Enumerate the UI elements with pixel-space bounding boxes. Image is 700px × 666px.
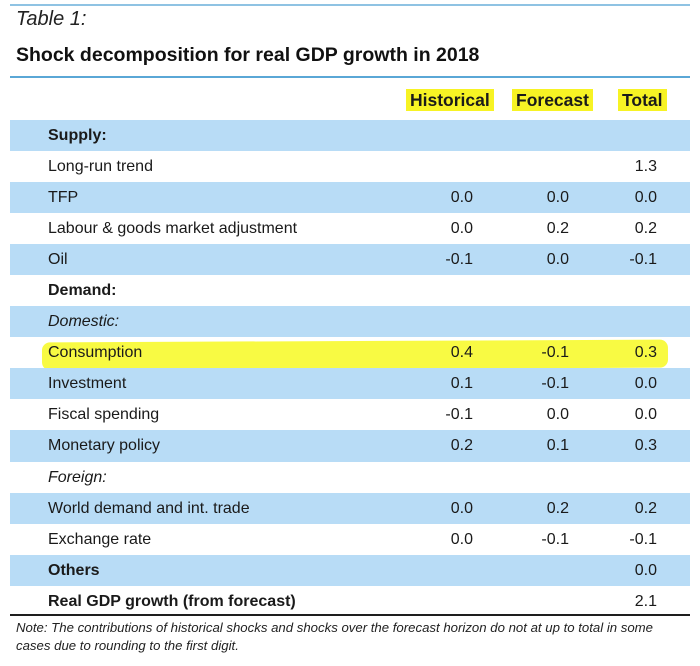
row-label: Fiscal spending	[48, 406, 160, 424]
table-row-oil: Oil -0.1 0.0 -0.1	[10, 244, 690, 276]
row-label: Consumption	[48, 344, 143, 362]
row-label: Supply:	[48, 127, 107, 144]
table-row-tfp: TFP 0.0 0.0 0.0	[10, 182, 690, 214]
cell-total: 0.3	[634, 344, 657, 362]
cell-historical: 0.4	[450, 344, 473, 362]
table-row-monetary-policy: Monetary policy 0.2 0.1 0.3	[10, 430, 690, 462]
cell-total: 0.0	[634, 406, 657, 424]
table-row-others: Others 0.0	[10, 554, 690, 586]
cell-forecast: -0.1	[541, 530, 569, 548]
column-header-total-label: Total	[618, 89, 667, 111]
row-label: Foreign:	[48, 468, 107, 486]
column-header-historical-label: Historical	[406, 89, 494, 111]
cell-total: 0.0	[634, 561, 657, 579]
cell-total: 0.0	[634, 375, 657, 393]
cell-historical: -0.1	[445, 251, 473, 269]
cell-forecast: 0.0	[546, 251, 569, 269]
row-label: Labour & goods market adjustment	[48, 220, 298, 238]
table-row-consumption: Consumption 0.4 -0.1 0.3	[10, 337, 690, 368]
table-row-foreign: Foreign:	[10, 462, 690, 493]
cell-total: 0.0	[634, 189, 657, 207]
table-row-domestic: Domestic:	[10, 306, 690, 338]
cell-total: 0.2	[634, 220, 657, 238]
table-row-demand: Demand:	[10, 275, 690, 306]
cell-total: -0.1	[629, 251, 657, 269]
row-label: TFP	[48, 189, 79, 207]
column-header-forecast: Forecast	[512, 86, 593, 114]
row-label: Demand:	[48, 282, 117, 300]
table-row-real-gdp-growth: Real GDP growth (from forecast) 2.1	[10, 586, 690, 617]
cell-forecast: 0.2	[546, 499, 569, 517]
cell-forecast: -0.1	[541, 344, 569, 362]
cell-forecast: 0.1	[546, 437, 569, 455]
table-row-world-demand: World demand and int. trade 0.0 0.2 0.2	[10, 492, 690, 524]
column-header-historical: Historical	[406, 86, 494, 114]
table-note: Note: The contributions of historical sh…	[16, 620, 654, 653]
cell-historical: 0.0	[450, 189, 473, 207]
cell-total: -0.1	[629, 530, 657, 548]
row-label: Others	[48, 561, 100, 579]
cell-historical: -0.1	[445, 406, 473, 424]
cell-historical: 0.2	[450, 437, 473, 455]
table-title: Shock decomposition for real GDP growth …	[16, 44, 480, 66]
cell-historical: 0.1	[450, 375, 473, 393]
table-row-exchange-rate: Exchange rate 0.0 -0.1 -0.1	[10, 524, 690, 555]
cell-historical: 0.0	[450, 499, 473, 517]
table-row-long-run-trend: Long-run trend 1.3	[10, 151, 690, 182]
table-row-supply: Supply:	[10, 120, 690, 152]
row-label: Investment	[48, 375, 127, 393]
cell-forecast: 0.2	[546, 220, 569, 238]
cell-historical: 0.0	[450, 530, 473, 548]
cell-total: 0.2	[634, 499, 657, 517]
table-row-fiscal-spending: Fiscal spending -0.1 0.0 0.0	[10, 399, 690, 430]
column-header-forecast-label: Forecast	[512, 89, 593, 111]
row-label: Long-run trend	[48, 158, 153, 176]
row-label: Exchange rate	[48, 530, 152, 548]
cell-historical: 0.0	[450, 220, 473, 238]
cell-forecast: 0.0	[546, 189, 569, 207]
cell-total: 0.3	[634, 437, 657, 455]
cell-forecast: -0.1	[541, 375, 569, 393]
decomposition-table: Supply: Long-run trend 1.3 TFP 0.0 0.0 0…	[10, 120, 690, 617]
cell-total: 2.1	[634, 592, 657, 610]
table-row-investment: Investment 0.1 -0.1 0.0	[10, 368, 690, 400]
row-label: Monetary policy	[48, 437, 161, 455]
row-label: Oil	[48, 251, 68, 269]
bottom-rule	[10, 614, 690, 616]
top-rule	[10, 4, 690, 6]
table-caption: Table 1:	[16, 8, 87, 30]
row-label: World demand and int. trade	[48, 499, 250, 517]
cell-forecast: 0.0	[546, 406, 569, 424]
table-row-labour-goods: Labour & goods market adjustment 0.0 0.2…	[10, 213, 690, 244]
row-label: Domestic:	[48, 313, 120, 331]
cell-total: 1.3	[634, 158, 657, 176]
title-rule	[10, 76, 690, 78]
row-label: Real GDP growth (from forecast)	[48, 592, 296, 610]
column-header-total: Total	[618, 86, 667, 114]
